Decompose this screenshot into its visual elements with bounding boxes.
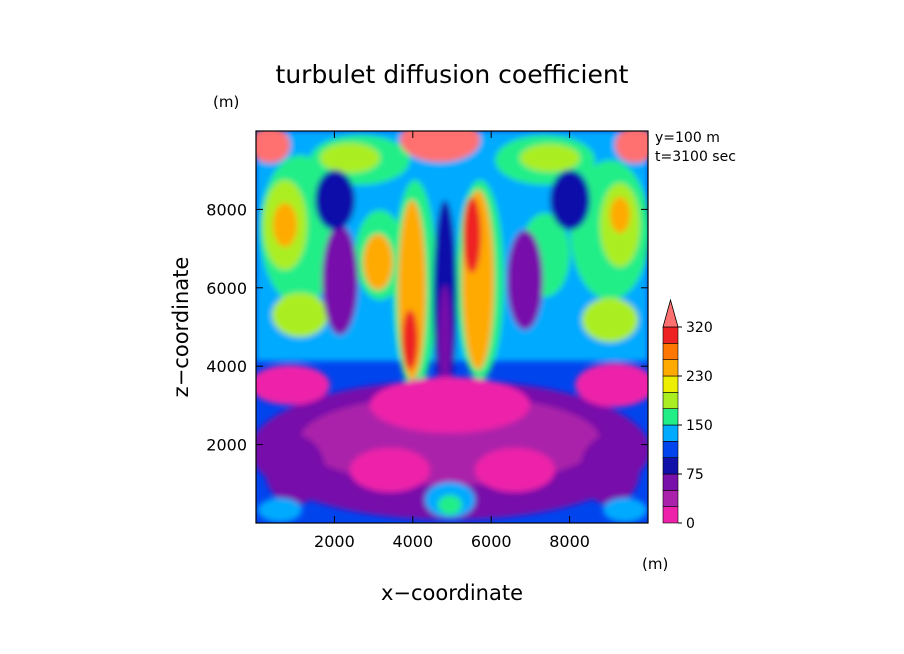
- contour-field: [256, 131, 648, 522]
- x-tick-label: 4000: [392, 532, 433, 551]
- field-blob: [603, 498, 647, 522]
- field-blob: [350, 448, 430, 492]
- y-tick-label: 2000: [206, 436, 247, 455]
- field-blob: [272, 293, 328, 337]
- colorbar-box: [662, 424, 679, 442]
- colorbar-box: [662, 326, 679, 344]
- field-blob: [370, 377, 530, 433]
- field-blob: [256, 131, 290, 163]
- field-blob: [550, 170, 590, 230]
- plot-frame: [255, 130, 649, 524]
- colorbar-box: [662, 375, 679, 393]
- colorbar: 0 75 150 230 320: [662, 298, 713, 532]
- field-blob: [256, 365, 330, 405]
- y-unit-label: (m): [213, 93, 239, 111]
- field-blob: [438, 495, 462, 515]
- chart-title: turbulet diffusion coefficient: [276, 60, 629, 89]
- field-blob: [320, 143, 380, 173]
- colorbar-extend-arrow: [662, 298, 679, 328]
- colorbar-box: [662, 408, 679, 426]
- colorbar-box: [662, 359, 679, 377]
- field-blob: [265, 435, 325, 505]
- field-blob: [610, 197, 630, 233]
- field-blob: [580, 435, 640, 505]
- field-blob: [273, 203, 297, 247]
- field-blob: [475, 448, 555, 492]
- y-axis-label: z−coordinate: [169, 257, 193, 398]
- field-blob: [507, 230, 543, 330]
- colorbar-box: [662, 490, 679, 507]
- x-tick-label: 6000: [471, 532, 512, 551]
- field-blob: [575, 363, 648, 407]
- x-unit-label: (m): [642, 555, 668, 573]
- y-tick-label: 8000: [206, 200, 247, 219]
- colorbar-tick-label: 75: [686, 467, 704, 483]
- field-blob: [322, 225, 358, 335]
- field-blob: [615, 131, 648, 163]
- colorbar-box: [662, 506, 679, 524]
- plot-area: [256, 131, 648, 523]
- field-blob: [520, 144, 580, 172]
- field-blob: [400, 131, 480, 162]
- colorbar-box: [662, 457, 679, 475]
- field-blob: [363, 234, 393, 290]
- y-tick-label: 6000: [206, 279, 247, 298]
- x-axis-label: x−coordinate: [381, 581, 523, 605]
- colorbar-box: [662, 392, 679, 409]
- field-blob: [315, 170, 355, 230]
- field-blob: [258, 498, 302, 522]
- colorbar-tick-label: 320: [686, 320, 713, 336]
- annotation-y: y=100 m: [655, 130, 720, 146]
- colorbar-box: [662, 441, 679, 458]
- colorbar-tick-label: 230: [686, 369, 713, 385]
- axis-ticks: 2000 4000 6000 8000 2000 4000 6000 8000: [206, 131, 648, 551]
- annotation-t: t=3100 sec: [655, 149, 736, 165]
- y-tick-label: 4000: [206, 357, 247, 376]
- field-blob: [463, 197, 481, 273]
- field-blob: [439, 285, 451, 395]
- colorbar-box: [662, 473, 679, 491]
- field-blob: [582, 298, 638, 342]
- colorbar-box: [662, 343, 679, 360]
- x-tick-label: 8000: [549, 532, 590, 551]
- field-blob: [402, 310, 418, 370]
- colorbar-tick-label: 0: [686, 516, 695, 532]
- x-tick-label: 2000: [314, 532, 355, 551]
- colorbar-tick-label: 150: [686, 418, 713, 434]
